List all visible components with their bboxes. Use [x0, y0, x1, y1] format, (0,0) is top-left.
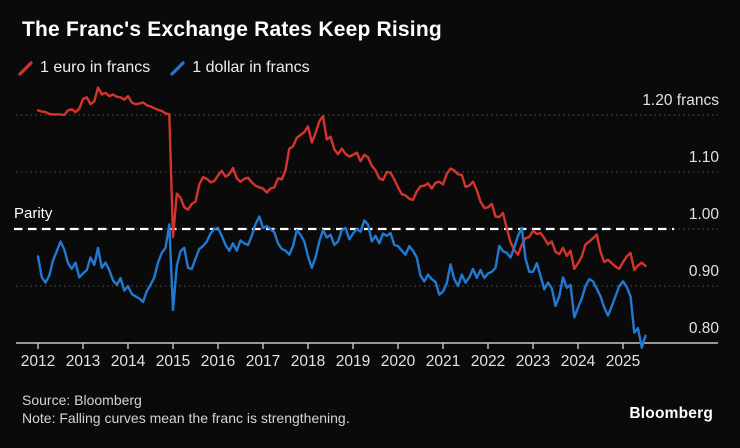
- x-axis-label: 2019: [336, 353, 370, 370]
- dollar-line-series: [36, 215, 647, 349]
- x-axis-label: 2020: [381, 353, 416, 370]
- x-axis-label: 2013: [66, 353, 100, 370]
- note-text: Note: Falling curves mean the franc is s…: [22, 410, 350, 426]
- chart-legend: 1 euro in francs 1 dollar in francs: [18, 59, 310, 77]
- x-axis-label: 2025: [606, 353, 640, 370]
- legend-item-euro: 1 euro in francs: [18, 59, 150, 77]
- parity-annotation-label: Parity: [14, 205, 53, 222]
- x-axis-label: 2017: [246, 353, 280, 370]
- chart-title: The Franc's Exchange Rates Keep Rising: [22, 18, 442, 41]
- x-axis-label: 2022: [471, 353, 505, 370]
- x-axis-label: 2023: [516, 353, 550, 370]
- x-axis-label: 2015: [156, 353, 190, 370]
- source-text: Source: Bloomberg: [22, 392, 142, 408]
- bloomberg-logo: Bloomberg: [629, 405, 713, 422]
- y-axis-label: 0.90: [689, 263, 720, 280]
- x-axis-label: 2012: [21, 353, 55, 370]
- dollar-line-swatch-icon: [170, 60, 185, 76]
- x-axis-label: 2024: [561, 353, 596, 370]
- y-axis-label: 1.20 francs: [642, 92, 719, 109]
- euro-line-series: [36, 86, 647, 272]
- chart-footer: Source: Bloomberg Note: Falling curves m…: [22, 391, 350, 427]
- x-axis-label: 2018: [291, 353, 325, 370]
- x-axis-label: 2014: [111, 353, 146, 370]
- x-axis-label: 2016: [201, 353, 235, 370]
- legend-label-euro: 1 euro in francs: [40, 59, 151, 76]
- x-axis-label: 2021: [426, 353, 460, 370]
- legend-label-dollar: 1 dollar in francs: [192, 59, 310, 76]
- y-axis-label: 0.80: [689, 320, 720, 337]
- euro-line-swatch-icon: [18, 60, 33, 76]
- y-axis-label: 1.00: [689, 206, 720, 223]
- y-axis-label: 1.10: [689, 149, 720, 166]
- legend-item-dollar: 1 dollar in francs: [170, 59, 310, 77]
